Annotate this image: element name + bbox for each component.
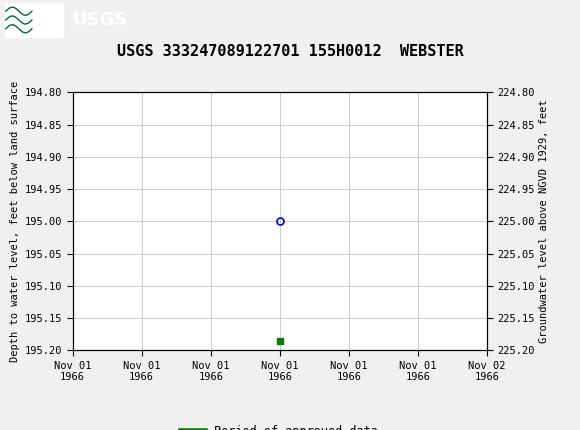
Text: USGS 333247089122701 155H0012  WEBSTER: USGS 333247089122701 155H0012 WEBSTER [117, 44, 463, 59]
Bar [5, 3, 63, 37]
Legend: Period of approved data: Period of approved data [177, 420, 383, 430]
Y-axis label: Depth to water level, feet below land surface: Depth to water level, feet below land su… [10, 81, 20, 362]
Text: USGS: USGS [72, 11, 128, 29]
Y-axis label: Groundwater level above NGVD 1929, feet: Groundwater level above NGVD 1929, feet [539, 100, 549, 343]
